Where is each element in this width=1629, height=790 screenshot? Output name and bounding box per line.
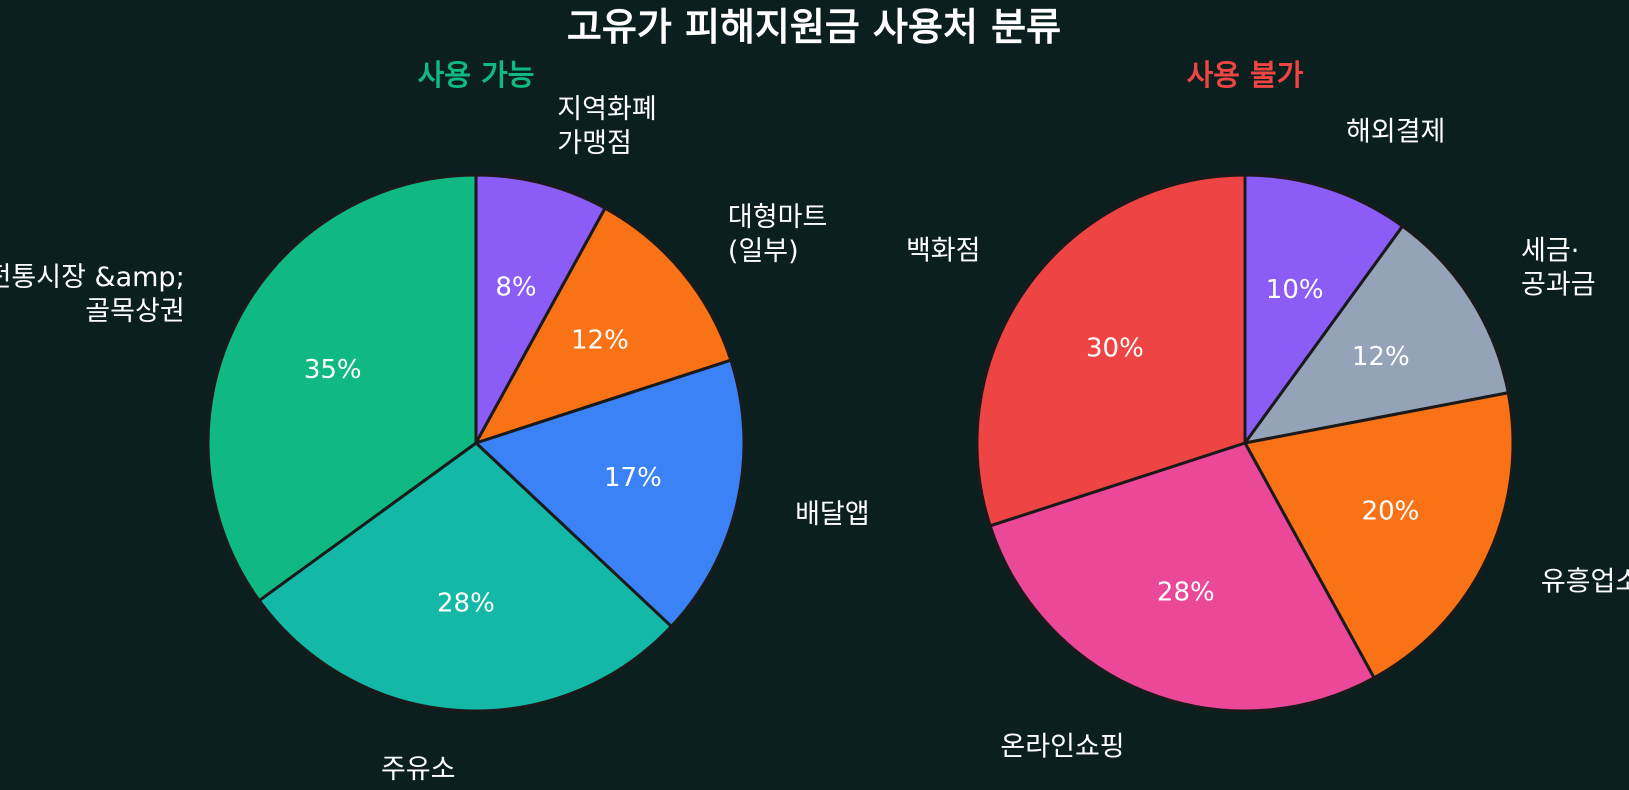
slice-category-label: 유흥업소 [1541,567,1629,598]
slice-category-label: 배달앱 [795,499,870,530]
pie-slice [474,206,733,445]
slice-percent-label: 17% [604,463,662,493]
pie-slice [474,358,746,628]
pie-slice [206,173,478,603]
slice-category-label: 주유소 [381,754,456,785]
pie-slice [1243,391,1515,680]
slice-category-label: 백화점 [906,235,981,266]
pie-title-available: 사용 가능 [418,58,535,92]
slice-percent-label: 12% [1352,342,1410,372]
pie-slice [474,173,607,445]
slice-percent-label: 8% [495,272,536,302]
pie-available: 8% 지역화폐 가맹점 12% 대형마트 (일부) 17% 배달앱 28% 주유소 35% 전통시장 … [0,94,870,785]
slice-category-label: 세금· 공과금 [1521,235,1596,300]
slice-percent-label: 10% [1266,275,1324,305]
slice-percent-label: 12% [571,326,629,356]
slice-percent-label: 28% [1157,578,1215,608]
slice-category-label: 온라인쇼핑 [1000,731,1124,762]
chart-main-title: 고유가 피해지원금 사용처 분류 [567,5,1061,49]
slice-category-label: 지역화폐 가맹점 [557,94,656,159]
slice-percent-label: 35% [304,355,362,385]
pie-slice [257,441,673,713]
slice-category-label: 전통시장 &amp; 골목상권 [0,262,185,327]
pie-title-unavailable: 사용 불가 [1187,58,1304,92]
pie-slice [1243,224,1510,445]
slice-percent-label: 28% [437,588,495,618]
pie-slice [988,441,1376,713]
slice-category-label: 해외결제 [1346,117,1445,148]
pie-unavailable: 10% 해외결제 12% 세금· 공과금 20% 유흥업소 28% 온라인쇼핑 30% 백화점 [906,117,1629,763]
slice-category-label: 대형마트 (일부) [728,202,827,267]
pie-slice [1243,173,1405,445]
slice-percent-label: 20% [1362,496,1420,526]
pie-slice [975,173,1247,528]
slice-percent-label: 30% [1086,333,1144,363]
